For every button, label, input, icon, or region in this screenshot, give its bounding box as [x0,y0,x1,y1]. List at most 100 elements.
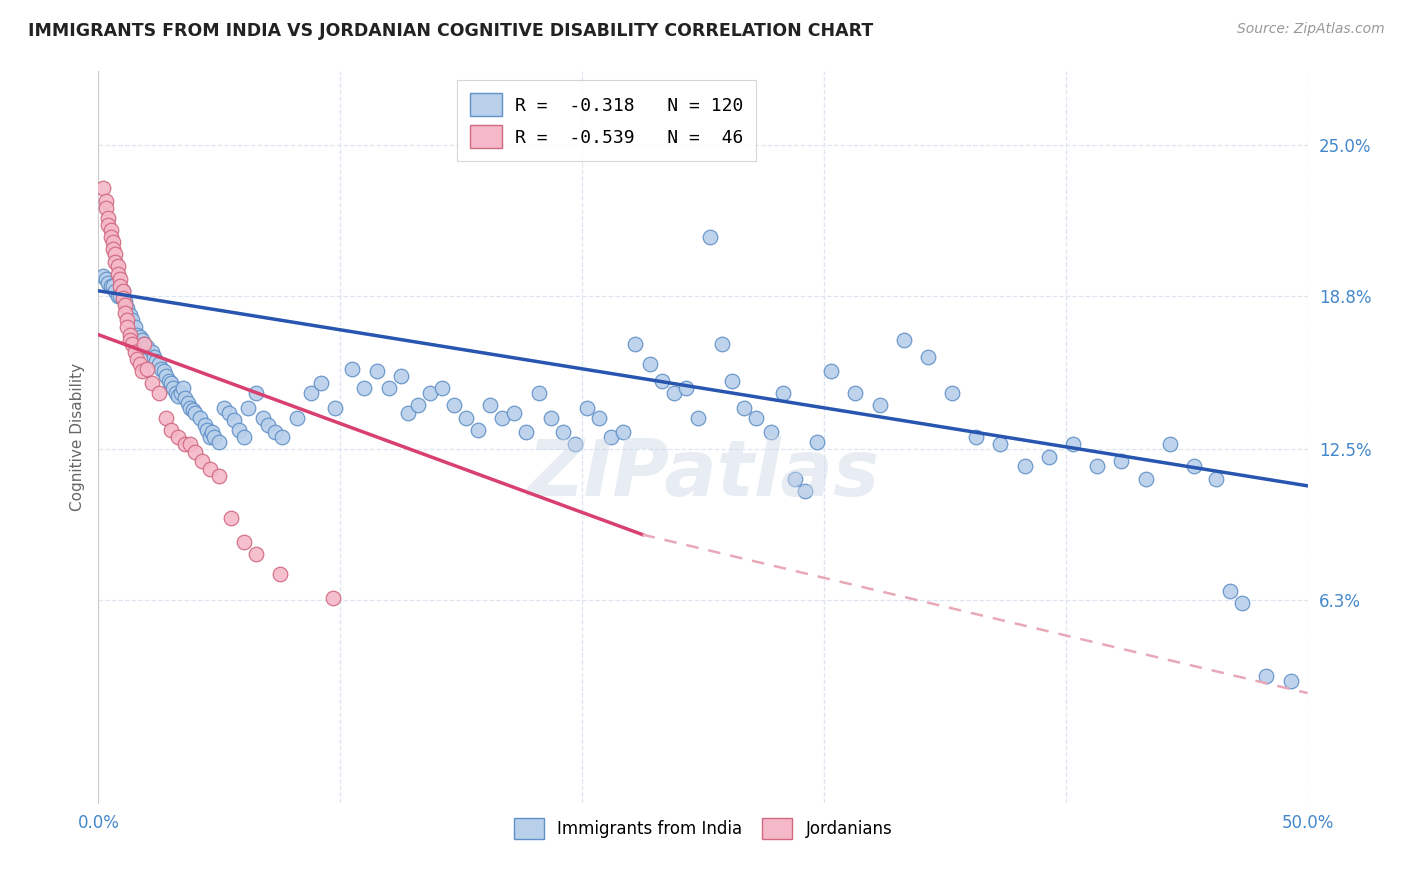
Point [1159,437,1181,451]
Point [221,510,243,524]
Point [114,306,136,320]
Point [675,381,697,395]
Point [1182,459,1205,474]
Point [527,386,550,401]
Point [564,437,586,451]
Legend: Immigrants from India, Jordanians: Immigrants from India, Jordanians [508,811,898,846]
Point [783,471,806,485]
Point [612,425,634,440]
Point [638,357,661,371]
Point [503,406,526,420]
Point [128,330,150,344]
Point [721,374,744,388]
Point [100,279,122,293]
Point [97,218,120,232]
Point [107,288,129,302]
Point [127,352,149,367]
Point [174,437,197,451]
Point [91,269,114,284]
Point [208,434,231,449]
Point [540,410,562,425]
Point [135,340,157,354]
Point [396,406,419,420]
Point [965,430,987,444]
Point [131,333,153,347]
Point [118,308,141,322]
Point [108,288,131,302]
Point [160,423,183,437]
Point [1219,583,1241,598]
Point [127,327,149,342]
Point [198,430,221,444]
Point [108,279,131,293]
Point [208,469,231,483]
Point [1062,437,1084,451]
Point [366,364,388,378]
Point [941,386,963,401]
Point [198,462,221,476]
Point [419,386,441,401]
Point [820,364,842,378]
Point [1205,471,1227,485]
Point [101,243,124,257]
Point [1135,471,1157,485]
Point [150,361,173,376]
Point [124,344,146,359]
Point [1256,669,1278,683]
Point [104,284,127,298]
Point [454,410,477,425]
Point [97,277,120,291]
Point [232,430,254,444]
Point [181,403,204,417]
Point [711,337,734,351]
Point [309,376,332,391]
Point [194,417,217,432]
Point [342,361,364,376]
Point [515,425,537,440]
Point [117,320,139,334]
Point [141,344,163,359]
Point [145,354,167,368]
Text: ZIPatlas: ZIPatlas [527,435,879,512]
Point [165,386,187,401]
Point [1085,459,1108,474]
Point [759,425,782,440]
Point [467,423,489,437]
Point [588,410,610,425]
Point [148,357,170,371]
Point [772,386,794,401]
Point [118,333,141,347]
Point [104,254,127,268]
Point [155,410,177,425]
Point [285,410,308,425]
Point [869,398,891,412]
Point [100,230,122,244]
Point [91,181,114,195]
Point [551,425,574,440]
Point [844,386,866,401]
Point [94,194,117,208]
Point [479,398,502,412]
Point [793,483,815,498]
Point [108,271,131,285]
Point [245,547,267,561]
Point [600,430,623,444]
Point [218,406,240,420]
Point [245,386,267,401]
Point [195,423,218,437]
Point [430,381,453,395]
Point [162,381,184,395]
Point [157,374,180,388]
Point [271,430,294,444]
Point [111,291,134,305]
Point [806,434,828,449]
Y-axis label: Cognitive Disability: Cognitive Disability [69,363,84,511]
Point [232,535,254,549]
Point [152,364,174,378]
Point [353,381,375,395]
Point [1279,673,1302,688]
Point [121,313,143,327]
Point [201,425,224,440]
Point [179,437,201,451]
Point [406,398,429,412]
